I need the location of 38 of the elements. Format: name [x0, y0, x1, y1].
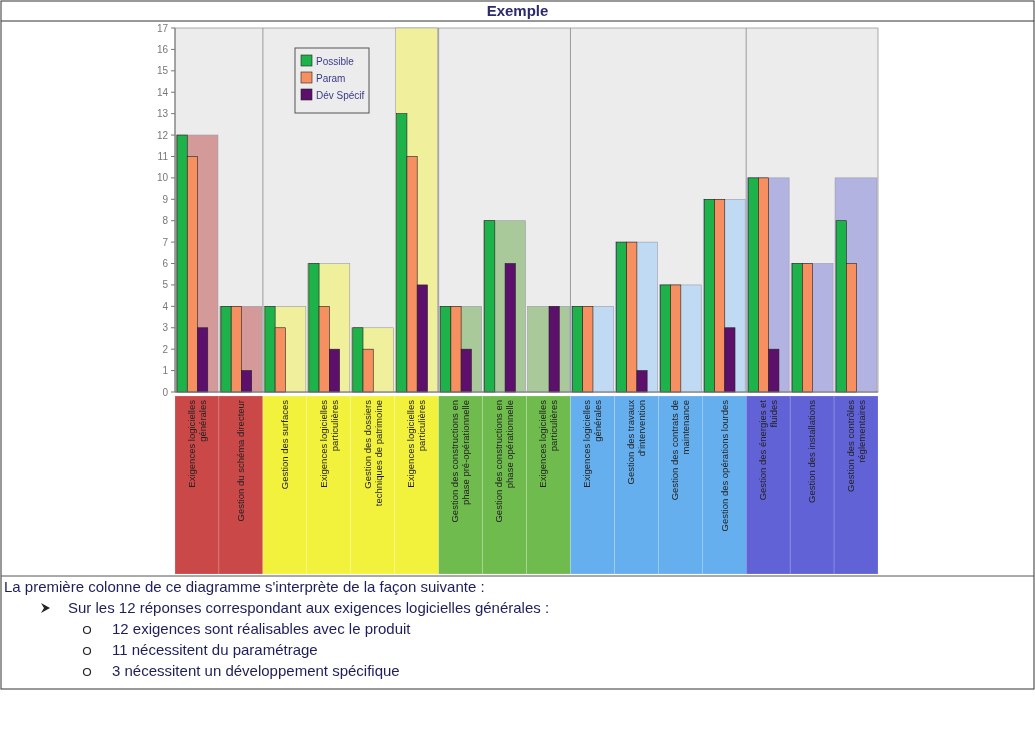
- x-tick-label: Gestion des opérations lourdes: [718, 399, 730, 532]
- legend-label: Dév Spécif: [316, 89, 365, 101]
- y-tick-label: 0: [162, 386, 169, 398]
- y-tick-label: 16: [156, 43, 169, 55]
- text: 11 nécessitent du paramétrage: [112, 641, 318, 658]
- x-tick-label: Gestion des contrôles réglementaires: [844, 399, 867, 492]
- x-tick-label: Gestion du schéma directeur: [235, 400, 247, 522]
- x-tick-label: Gestion des énergies et fluides: [756, 399, 779, 501]
- y-tick-label: 5: [162, 279, 169, 291]
- bar: [548, 306, 560, 393]
- x-tick-label: Gestion des installations: [806, 399, 818, 503]
- y-tick-label: 10: [156, 172, 169, 184]
- x-tick-label: Gestion des surfaces: [279, 399, 291, 490]
- y-tick-label: 7: [162, 236, 169, 248]
- y-tick-label: 6: [162, 258, 169, 270]
- x-tick-label: Exigences logicielles particulières: [317, 399, 340, 488]
- y-tick-label: 12: [156, 129, 169, 141]
- x-tick-label: Exigences logicielles générales: [185, 399, 208, 488]
- bar: [484, 220, 496, 393]
- y-tick-label: 8: [162, 215, 169, 227]
- y-tick-label: 13: [156, 108, 169, 120]
- y-tick-label: 15: [156, 65, 169, 77]
- y-tick-label: 17: [156, 22, 169, 34]
- chart-title: Exemple: [486, 2, 549, 19]
- text: La première colonne de ce diagramme s'interprète de la façon suivante :: [4, 578, 485, 595]
- y-tick-label: 2: [162, 343, 169, 355]
- text: Sur les 12 réponses correspondant aux exigences logicielles générales :: [68, 599, 550, 616]
- legend-label: Param: [316, 72, 346, 84]
- y-tick-label: 9: [162, 193, 169, 205]
- y-tick-label: 14: [156, 86, 169, 98]
- legend-label: Possible: [316, 55, 355, 67]
- text: 3 nécessitent un développement spécifique: [112, 662, 400, 679]
- y-tick-label: 11: [157, 150, 169, 162]
- y-tick-label: 1: [162, 365, 169, 377]
- bar: [504, 263, 516, 393]
- y-tick-label: 3: [162, 322, 169, 334]
- text: 12 exigences sont réalisables avec le produit: [112, 620, 412, 637]
- y-tick-label: 4: [162, 300, 169, 312]
